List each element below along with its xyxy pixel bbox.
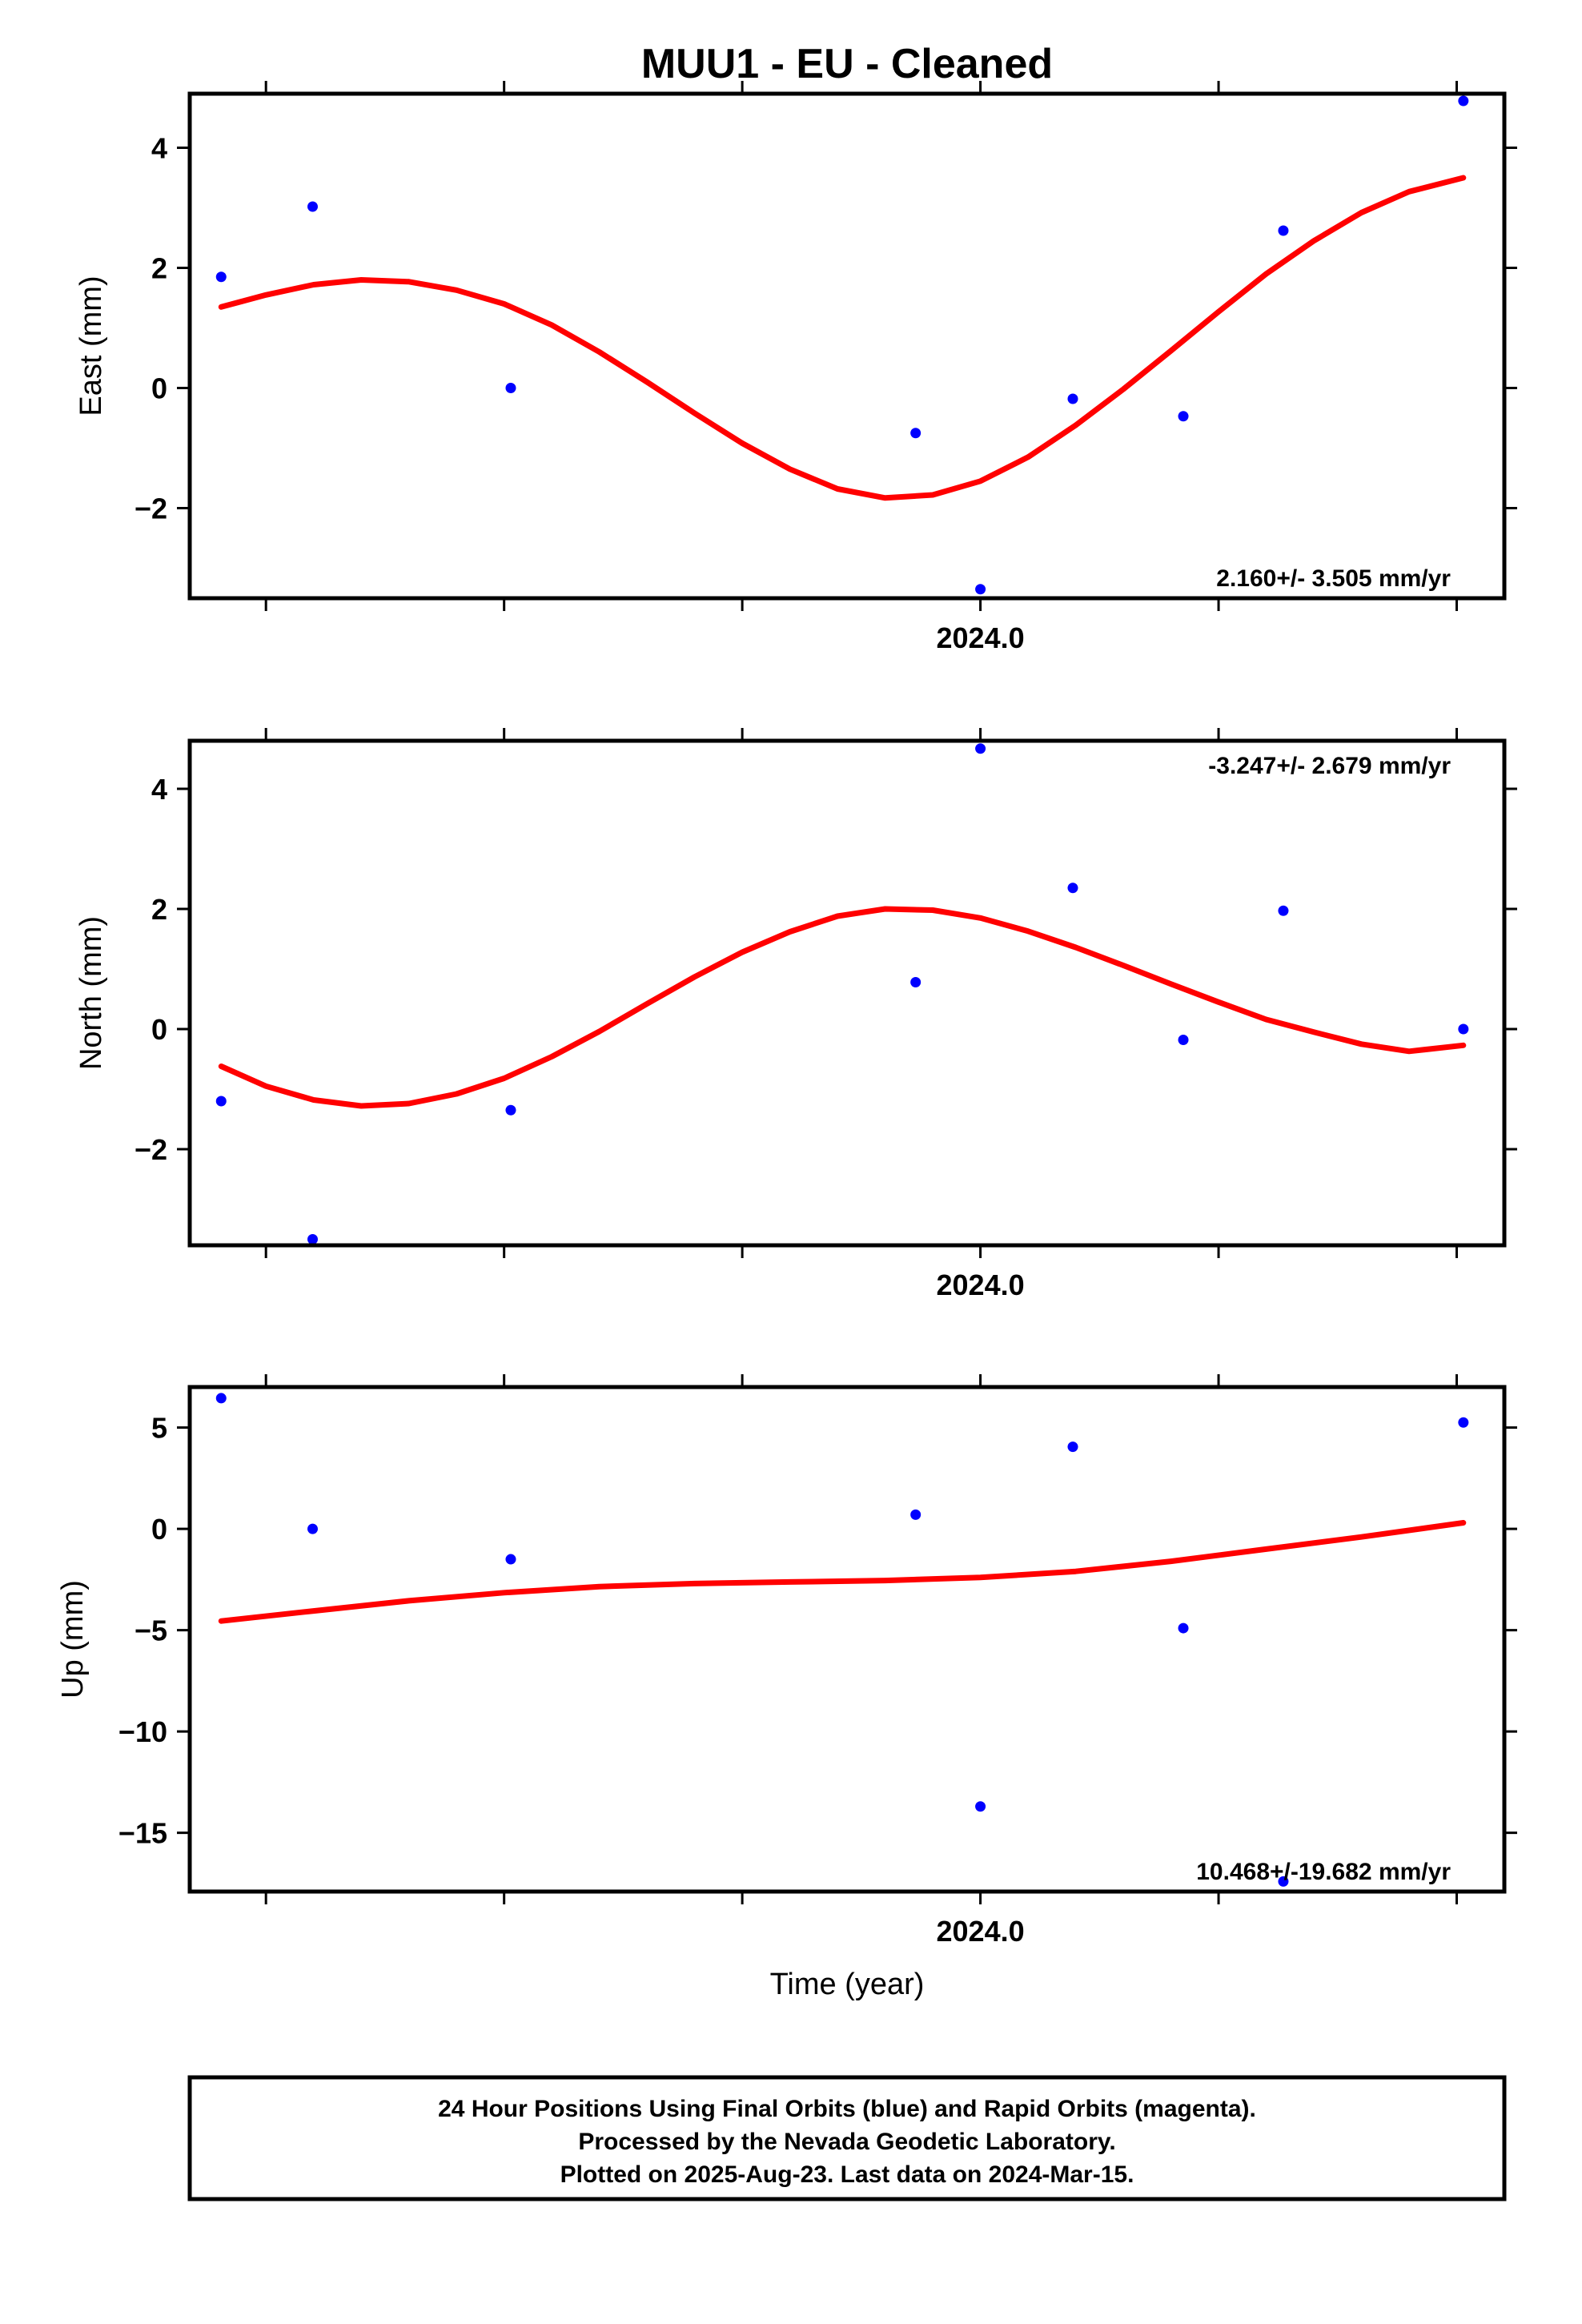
footer-box: 24 Hour Positions Using Final Orbits (bl…: [187, 2075, 1507, 2201]
data-point: [1458, 95, 1469, 107]
panel-frame-up: [187, 1385, 1507, 1894]
fit-line-north: [218, 906, 1467, 1109]
data-point: [505, 1104, 516, 1116]
panel-up: 5 0 −5 −10 −15 2024.0 Up (mm) 10.468+/-19.682 m…: [56, 1374, 1517, 1948]
panel-east: 4 2 0 −2 2024.0 East (mm) 2.160+/- 3.505 mm/yr: [74, 81, 1517, 654]
x-tick-label: 2024.0: [937, 621, 1025, 654]
y-tick-label: −2: [135, 1133, 167, 1166]
y-tick-label: 4: [151, 773, 167, 806]
data-point: [1458, 1417, 1469, 1428]
footer-line-3: Plotted on 2025-Aug-23. Last data on 202…: [560, 2161, 1134, 2188]
panel-north: 4 2 0 −2 2024.0 North (mm) -3.247+/- 2.679 mm/…: [74, 728, 1517, 1301]
y-tick-label: −15: [118, 1817, 167, 1850]
data-point: [1178, 1622, 1189, 1634]
rate-label-up: 10.468+/-19.682 mm/yr: [1196, 1859, 1451, 1885]
data-point: [307, 1523, 318, 1534]
y-tick-label: 0: [151, 372, 167, 405]
data-point: [215, 1096, 227, 1107]
data-point: [1178, 411, 1189, 422]
fit-line-up: [218, 1520, 1467, 1624]
y-tick-label: −5: [135, 1614, 167, 1647]
footer-line-1: 24 Hour Positions Using Final Orbits (bl…: [438, 2096, 1256, 2122]
panel-frame-north: [187, 738, 1507, 1248]
y-tick-label: 0: [151, 1513, 167, 1546]
y-axis-label-north: North (mm): [74, 916, 108, 1070]
data-point: [307, 1234, 318, 1244]
data-point: [1178, 1035, 1189, 1045]
y-tick-label: 5: [151, 1412, 167, 1445]
x-tick-label: 2024.0: [937, 1269, 1025, 1301]
data-point: [1278, 905, 1289, 916]
y-axis-label-east: East (mm): [74, 275, 108, 416]
y-tick-label: 0: [151, 1013, 167, 1046]
y-tick-label: −2: [135, 493, 167, 525]
y-tick-label: 2: [151, 252, 167, 285]
chart-title: MUU1 - EU - Cleaned: [641, 41, 1053, 87]
rate-label-east: 2.160+/- 3.505 mm/yr: [1216, 565, 1451, 592]
data-point: [1067, 1441, 1078, 1453]
data-point: [975, 584, 986, 595]
data-point: [1458, 1023, 1469, 1035]
data-point: [975, 1801, 986, 1812]
panels: 4 2 0 −2 2024.0 East (mm) 2.160+/- 3.505 mm/yr…: [56, 81, 1517, 1948]
data-point: [1067, 883, 1078, 894]
data-point: [1278, 225, 1289, 236]
data-point: [975, 743, 986, 754]
data-point: [505, 383, 516, 393]
x-axis-label: Time (year): [770, 1968, 925, 2001]
data-point: [307, 201, 318, 212]
x-tick-label: 2024.0: [937, 1915, 1025, 1948]
fit-line-east: [218, 175, 1467, 501]
data-point: [1067, 393, 1078, 404]
data-point: [505, 1554, 516, 1565]
data-point: [910, 1509, 921, 1520]
panel-frame-east: [187, 91, 1507, 601]
footer-line-2: Processed by the Nevada Geodetic Laborat…: [578, 2129, 1115, 2155]
y-tick-label: −10: [118, 1715, 167, 1748]
data-point: [1278, 1876, 1289, 1887]
data-point: [910, 428, 921, 439]
y-tick-label: 2: [151, 893, 167, 926]
data-point: [215, 1393, 227, 1404]
footer-frame: [187, 2075, 1507, 2201]
rate-label-north: -3.247+/- 2.679 mm/yr: [1208, 753, 1451, 779]
y-axis-label-up: Up (mm): [56, 1580, 90, 1699]
data-point: [215, 271, 227, 283]
data-point: [910, 977, 921, 987]
y-tick-label: 4: [151, 132, 167, 165]
